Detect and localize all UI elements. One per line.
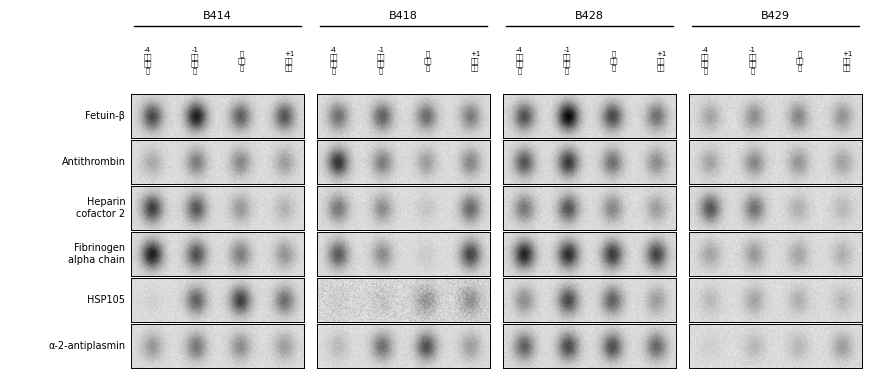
- Text: -1
전처
리혈
청: -1 전처 리혈 청: [376, 47, 385, 74]
- Text: +1
처리
혈청: +1 처리 혈청: [842, 50, 853, 71]
- Text: -4
전처
리혈
청: -4 전처 리혈 청: [329, 47, 338, 74]
- Text: B414: B414: [203, 11, 232, 21]
- Text: α-2-antiplasmin: α-2-antiplasmin: [48, 341, 125, 351]
- Text: -1
전처
리혈
청: -1 전처 리혈 청: [563, 47, 571, 74]
- Text: +1
처리
혈청: +1 처리 혈청: [656, 50, 666, 71]
- Text: -1
전처
리혈
청: -1 전처 리혈 청: [748, 47, 757, 74]
- Text: 표
준혈
청: 표 준혈 청: [796, 50, 804, 71]
- Text: +1
처리
혈청: +1 처리 혈청: [470, 50, 481, 71]
- Text: Heparin
cofactor 2: Heparin cofactor 2: [77, 197, 125, 219]
- Text: 표
준혈
청: 표 준혈 청: [610, 50, 618, 71]
- Text: B429: B429: [761, 11, 790, 21]
- Text: -1
전처
리혈
청: -1 전처 리혈 청: [191, 47, 199, 74]
- Text: 표
준혈
청: 표 준혈 청: [238, 50, 246, 71]
- Text: +1
처리
혈청: +1 처리 혈청: [284, 50, 294, 71]
- Text: Antithrombin: Antithrombin: [62, 157, 125, 167]
- Text: Fetuin-β: Fetuin-β: [85, 111, 125, 121]
- Text: Fibrinogen
alpha chain: Fibrinogen alpha chain: [69, 244, 125, 265]
- Text: 표
준혈
청: 표 준혈 청: [424, 50, 432, 71]
- Text: -4
전처
리혈
청: -4 전처 리혈 청: [515, 47, 523, 74]
- Text: -4
전처
리혈
청: -4 전처 리혈 청: [701, 47, 710, 74]
- Text: B428: B428: [575, 11, 604, 21]
- Text: HSP105: HSP105: [87, 295, 125, 305]
- Text: -4
전처
리혈
청: -4 전처 리혈 청: [143, 47, 152, 74]
- Text: B418: B418: [389, 11, 418, 21]
